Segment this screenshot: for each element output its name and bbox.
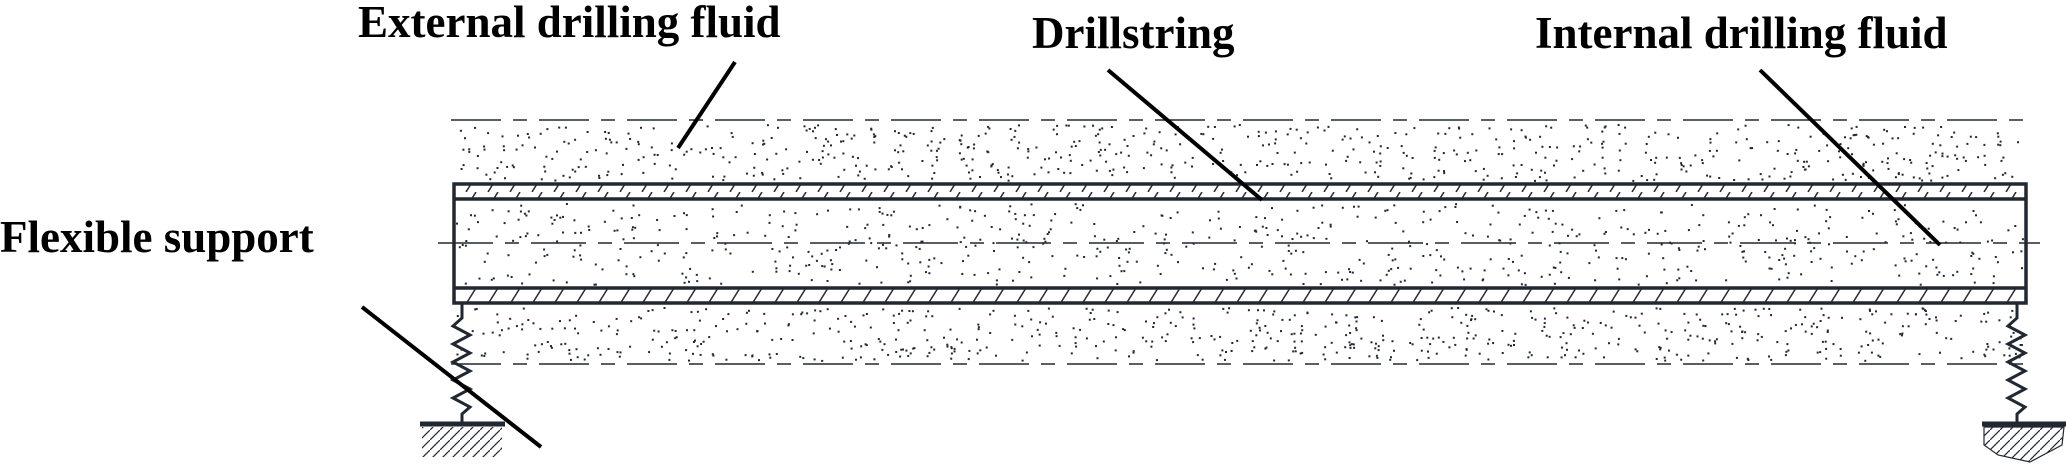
label-flexible-support: Flexible support [0,212,314,262]
leader-drillstring [1106,68,1264,202]
right-ground-hatch [1983,426,2065,463]
leader-flexible-support [360,305,543,449]
left-spring [449,304,474,424]
leader-internal-fluid [1758,68,1942,247]
leader-external-fluid [676,60,737,150]
label-external-drilling-fluid: External drilling fluid [358,0,781,47]
fluid-particles [456,124,2024,362]
right-spring [2004,304,2029,424]
label-drillstring: Drillstring [1032,8,1235,58]
label-internal-drilling-fluid: Internal drilling fluid [1535,8,1948,58]
drillstring-pipe [452,182,2028,305]
left-ground-hatch [422,427,502,457]
